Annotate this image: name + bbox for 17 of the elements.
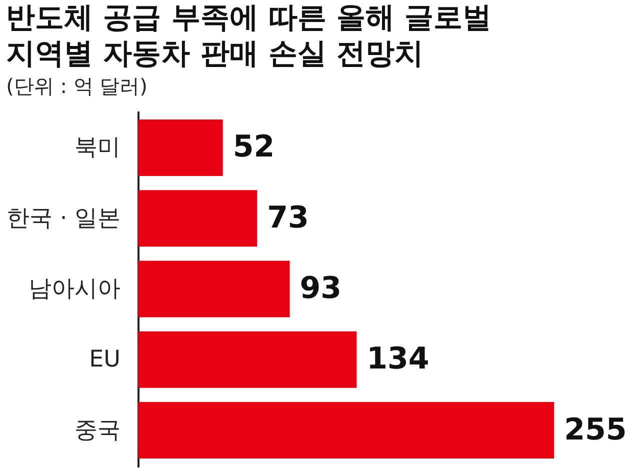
data-label: 93 — [300, 271, 342, 306]
bar — [138, 119, 223, 176]
bar — [138, 190, 258, 247]
data-label: 134 — [366, 342, 430, 377]
chart-subtitle: (단위 : 억 달러) — [6, 74, 148, 98]
bar — [138, 331, 357, 388]
bar — [138, 402, 554, 459]
y-tick-label: 한국 · 일본 — [6, 205, 120, 232]
y-tick-label: 중국 — [74, 417, 120, 444]
y-tick-label: 남아시아 — [28, 276, 120, 302]
y-tick-label: 북미 — [74, 134, 120, 161]
data-label: 255 — [564, 412, 627, 448]
y-tick-label: EU — [89, 346, 120, 373]
bar — [138, 260, 290, 318]
data-label: 73 — [267, 200, 309, 236]
data-label: 52 — [232, 130, 275, 165]
chart-title: 반도체 공급 부족에 따른 올해 글로벌 지역별 자동차 판매 손실 전망치 — [6, 0, 492, 70]
